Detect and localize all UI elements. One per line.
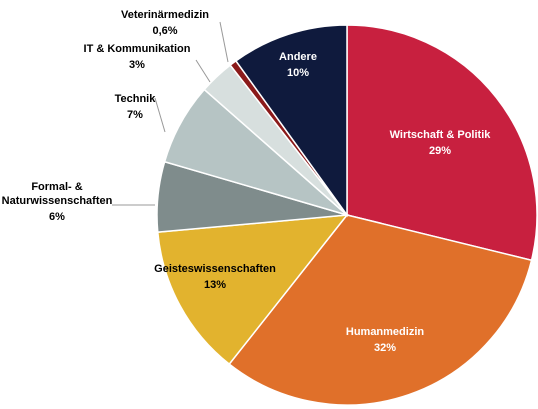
slice-label: Veterinärmedizin (121, 9, 209, 21)
pie-slice (234, 24, 348, 218)
slice-label: Humanmedizin (346, 326, 425, 338)
slice-value-label: 10% (287, 67, 309, 79)
slice-label: Andere (279, 51, 317, 63)
pie-slice (346, 24, 538, 262)
slice-label: Technik (115, 93, 157, 105)
slice-label: IT & Kommunikation (84, 43, 191, 55)
leader-line (154, 97, 166, 133)
slice-label: Formal- & Naturwissenschaften (2, 181, 113, 207)
slice-value-label: 32% (374, 342, 396, 354)
pie-slice (228, 214, 533, 406)
slice-value-label: 6% (49, 211, 65, 223)
leader-line (219, 21, 229, 63)
slice-value-label: 7% (127, 109, 143, 121)
slice-label: Geisteswissenschaften (154, 263, 276, 275)
slice-label: Wirtschaft & Politik (390, 129, 492, 141)
slice-value-label: 0,6% (152, 25, 177, 37)
slice-value-label: 29% (429, 145, 451, 157)
slice-value-label: 3% (129, 59, 145, 71)
leader-line (195, 59, 211, 83)
pie-slice (156, 214, 349, 366)
slice-value-label: 13% (204, 279, 226, 291)
